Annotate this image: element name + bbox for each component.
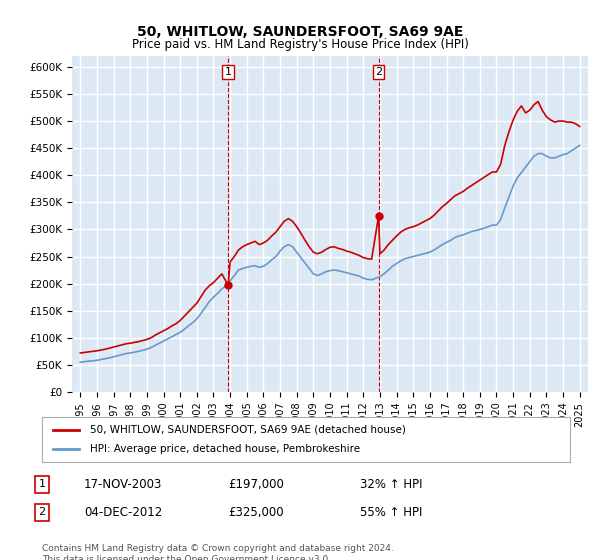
Text: 1: 1 [224,67,232,77]
Text: Price paid vs. HM Land Registry's House Price Index (HPI): Price paid vs. HM Land Registry's House … [131,38,469,51]
Text: 32% ↑ HPI: 32% ↑ HPI [360,478,422,491]
Text: Contains HM Land Registry data © Crown copyright and database right 2024.
This d: Contains HM Land Registry data © Crown c… [42,544,394,560]
Text: £197,000: £197,000 [228,478,284,491]
Text: 1: 1 [38,479,46,489]
Text: 2: 2 [38,507,46,517]
Text: 50, WHITLOW, SAUNDERSFOOT, SA69 9AE: 50, WHITLOW, SAUNDERSFOOT, SA69 9AE [137,25,463,39]
Text: £325,000: £325,000 [228,506,284,519]
Text: 55% ↑ HPI: 55% ↑ HPI [360,506,422,519]
Text: 50, WHITLOW, SAUNDERSFOOT, SA69 9AE (detached house): 50, WHITLOW, SAUNDERSFOOT, SA69 9AE (det… [89,424,406,435]
Text: HPI: Average price, detached house, Pembrokeshire: HPI: Average price, detached house, Pemb… [89,445,359,455]
Text: 04-DEC-2012: 04-DEC-2012 [84,506,162,519]
Text: 17-NOV-2003: 17-NOV-2003 [84,478,163,491]
Text: 2: 2 [375,67,382,77]
